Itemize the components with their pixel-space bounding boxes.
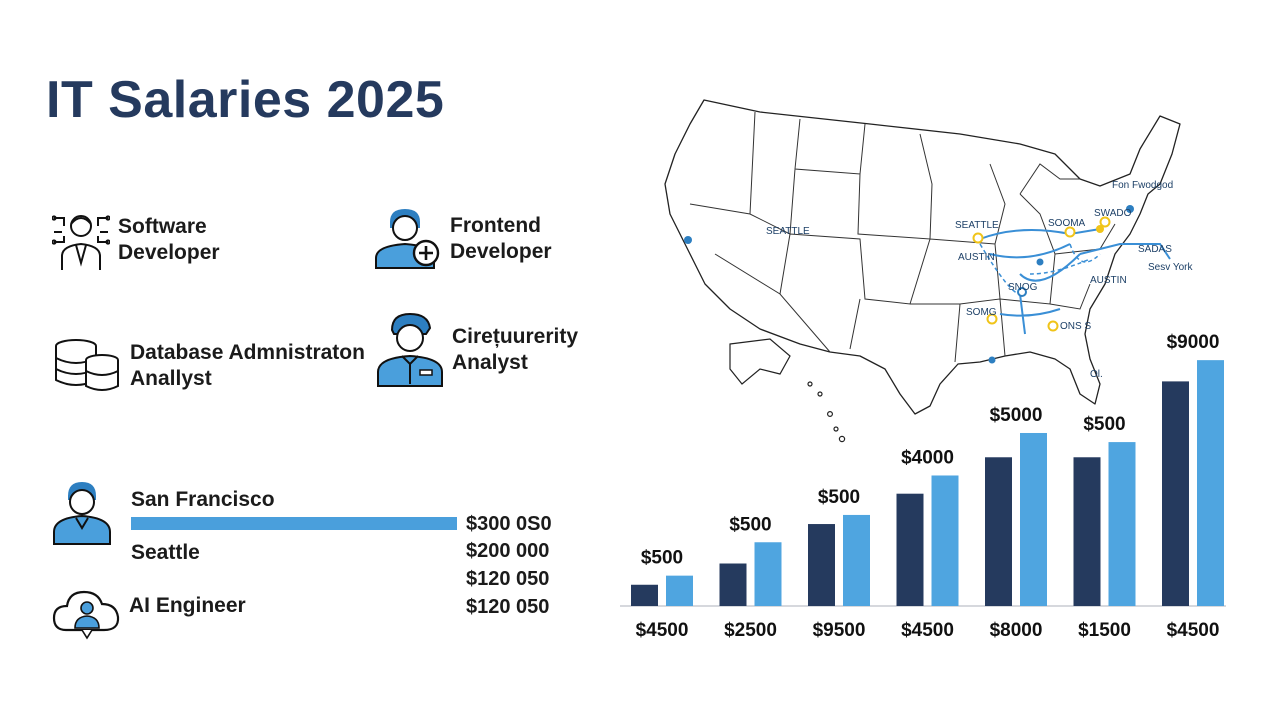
city-nodes (684, 205, 1134, 364)
map-label: AUSTIN (958, 252, 995, 263)
bar-series-1-6 (1073, 457, 1101, 606)
map-label: SWADO (1094, 208, 1132, 219)
map-label: Ol. (1090, 369, 1103, 380)
cloud-user-icon (52, 590, 120, 640)
bar-series-2-7 (1197, 360, 1224, 606)
x-tick-label: $9500 (813, 620, 866, 641)
role-line-1: Frontend (450, 214, 541, 237)
data-label: $5000 (990, 405, 1043, 426)
map-label: SEATTLE (955, 220, 999, 231)
bar-series-2-1 (666, 575, 693, 606)
map-label: ONS S (1060, 321, 1091, 332)
x-tick-label: $4500 (636, 620, 689, 641)
salary-bar-chart: $4500 $500 $2500 $500 $9500 $500 $4500 $4000 $80… (620, 332, 1226, 641)
map-label: Sesv York (1148, 262, 1193, 273)
data-label: $4000 (901, 447, 954, 468)
role-line-2: Analyst (452, 351, 528, 374)
role-line-1: Software (118, 215, 207, 238)
bar-series-2-6 (1108, 442, 1136, 606)
role-line-1: Database Admnistraton (130, 341, 365, 364)
salary-value: $120 050 (466, 596, 550, 618)
map-label: SOOMA (1048, 218, 1086, 229)
map-label: SEATTLE (766, 226, 810, 237)
developer-icon (52, 215, 110, 270)
frontend-developer-icon (375, 209, 440, 269)
data-label: $500 (641, 548, 683, 569)
role-label: Software Developer (118, 214, 220, 266)
person-icon (53, 482, 111, 545)
us-outline (664, 99, 1181, 415)
us-map: SEATTLE SEATTLE AUSTIN SOOMA SWADO Fon F… (664, 99, 1193, 443)
alaska-shape (729, 338, 791, 385)
bar-series-2-4 (931, 475, 959, 606)
role-label: Database Admnistraton Anallyst (130, 340, 365, 392)
salary-value: $120 050 (466, 568, 550, 590)
role-label: Cirețuurerity Analyst (452, 324, 578, 376)
map-label: Fon Fwodgod (1112, 180, 1173, 191)
role-database-administrator: Database Admnistraton Anallyst (52, 338, 365, 394)
data-label: $500 (729, 514, 771, 535)
map-labels: SEATTLE SEATTLE AUSTIN SOOMA SWADO Fon F… (766, 180, 1193, 380)
role-label: Frontend Developer (450, 213, 552, 265)
bar-series-1-4 (896, 493, 924, 606)
x-tick-label: $1500 (1078, 620, 1131, 641)
x-tick-label: $4500 (1167, 620, 1220, 641)
database-icon (55, 339, 119, 391)
role-security-analyst: Cirețuurerity Analyst (376, 312, 578, 388)
role-line-1: Cirețuurerity (452, 325, 579, 348)
bar-series-2-3 (843, 514, 870, 606)
page-title: IT Salaries 2025 (46, 71, 445, 129)
city-label-ai-engineer: AI Engineer (129, 594, 246, 617)
x-tick-label: $2500 (724, 620, 777, 641)
salary-value: $200 000 (466, 540, 550, 562)
map-label: AUSTIN (1090, 275, 1127, 286)
x-tick-label: $8000 (990, 620, 1043, 641)
data-label: $500 (818, 487, 860, 508)
role-line-2: Developer (118, 241, 220, 264)
bar-series-1-2 (719, 563, 747, 606)
bar-series-1-3 (808, 524, 835, 606)
role-frontend-developer: Frontend Developer (374, 208, 552, 270)
security-analyst-icon (377, 312, 443, 387)
map-label: SNOG (1008, 282, 1038, 293)
role-line-2: Developer (450, 240, 552, 263)
bar-series-1-1 (631, 584, 658, 606)
city-label-seattle: Seattle (131, 541, 200, 564)
role-line-2: Anallyst (130, 367, 212, 390)
role-software-developer: Software Developer (52, 208, 220, 272)
bar-series-2-5 (1020, 432, 1047, 606)
salary-bar (131, 517, 457, 530)
data-label: $9000 (1167, 332, 1220, 353)
city-label-san-francisco: San Francisco (131, 488, 275, 511)
map-label: SOMG (966, 307, 997, 318)
route-lines (979, 228, 1171, 335)
map-label: SADAS (1138, 244, 1172, 255)
bar-series-2-2 (754, 542, 782, 606)
bar-series-1-5 (985, 457, 1012, 606)
bar-series-1-7 (1162, 381, 1189, 606)
salary-value: $300 0S0 (466, 513, 552, 535)
data-label: $500 (1083, 414, 1125, 435)
x-tick-label: $4500 (901, 620, 954, 641)
